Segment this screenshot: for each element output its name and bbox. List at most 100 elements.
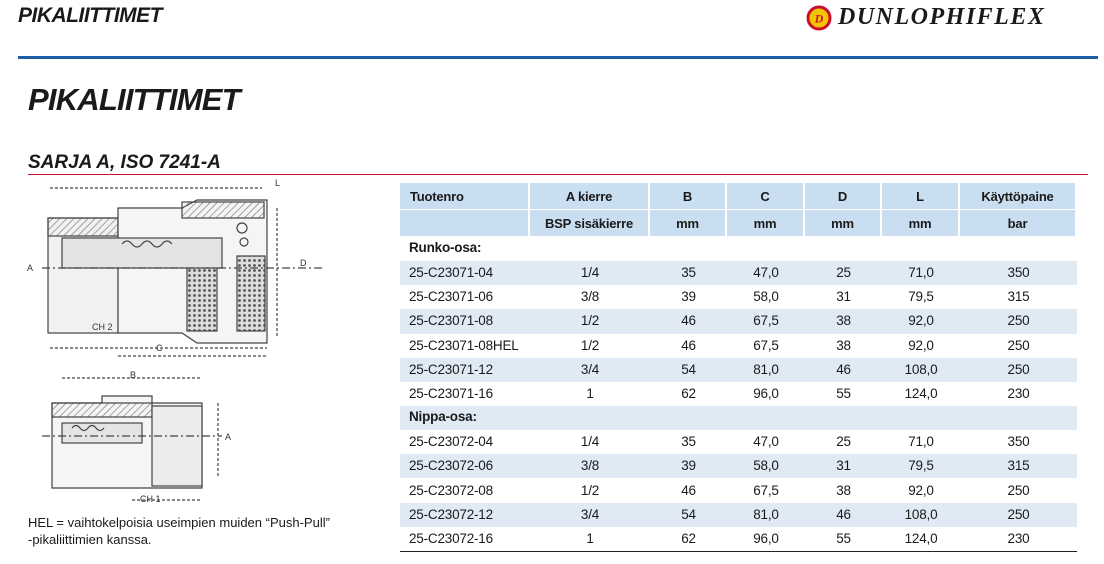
unit-header: mm (805, 210, 880, 236)
drawing-label: C (156, 343, 163, 353)
subtitle-rule (28, 174, 1088, 175)
column-header: D (805, 183, 880, 209)
table-cell: 31 (836, 458, 851, 474)
table-cell: 250 (1007, 361, 1030, 377)
product-code: 25-C23071-16 (409, 385, 493, 401)
drawing-label: CH 1 (140, 494, 161, 504)
table-cell: 35 (681, 434, 696, 450)
table-cell: 1/2 (580, 313, 600, 329)
table-cell: 38 (836, 313, 851, 329)
column-header: L (882, 183, 958, 209)
drawing-label: L (275, 178, 280, 188)
table-cell: 230 (1007, 385, 1030, 401)
column-header: A kierre (530, 183, 648, 209)
table-cell: 25 (836, 265, 851, 281)
table-cell: 92,0 (908, 337, 934, 353)
drawing-label: B (130, 370, 136, 380)
table-cell: 31 (836, 289, 851, 305)
header-rule (18, 56, 1098, 59)
technical-drawing: L A D CH 2 C B A CH 1 (27, 178, 322, 504)
table-cell: 39 (681, 458, 696, 474)
table-row: 25-C23072-08 1/2 46 67,5 38 92,0 250 (400, 479, 1077, 503)
product-code: 25-C23071-06 (409, 289, 493, 305)
main-title: PIKALIITTIMET (28, 82, 241, 117)
table-cell: 62 (681, 530, 696, 546)
table-row: 25-C23071-16 1 62 96,0 55 124,0 230 (400, 382, 1077, 406)
table-cell: 35 (681, 265, 696, 281)
table-row: 25-C23071-06 3/8 39 58,0 31 79,5 315 (400, 285, 1077, 309)
table-cell: 25 (836, 434, 851, 450)
note: HEL = vaihtokelpoisia useimpien muiden “… (28, 514, 330, 548)
table-cell: 81,0 (753, 506, 779, 522)
table-cell: 46 (836, 506, 851, 522)
table-cell: 38 (836, 337, 851, 353)
table-row: 25-C23071-12 3/4 54 81,0 46 108,0 250 (400, 357, 1077, 382)
table-cell: 62 (681, 385, 696, 401)
column-header: B (650, 183, 725, 209)
table-cell: 350 (1007, 265, 1030, 281)
table-cell: 54 (681, 361, 696, 377)
table-row: 25-C23072-06 3/8 39 58,0 31 79,5 315 (400, 454, 1077, 479)
logo-mark: D (814, 12, 824, 26)
table-cell: 250 (1007, 482, 1030, 498)
table-row: 25-C23071-04 1/4 35 47,0 25 71,0 350 (400, 261, 1077, 286)
table-bottom-rule (400, 550, 1077, 552)
table-cell: 1/4 (580, 265, 600, 281)
coupler-body (42, 187, 322, 357)
table-cell: 55 (836, 530, 851, 546)
table-cell: 3/4 (580, 506, 600, 522)
product-code: 25-C23071-12 (409, 361, 493, 377)
unit-header: mm (882, 210, 958, 236)
section-label: Runko-osa: (409, 240, 482, 255)
product-code: 25-C23071-08 (409, 313, 493, 329)
table-cell: 67,5 (753, 313, 779, 329)
table-cell: 3/8 (580, 458, 600, 474)
column-header: Käyttöpaine (960, 183, 1075, 209)
table-cell: 1 (586, 530, 594, 546)
unit-header: mm (650, 210, 725, 236)
table-row: 25-C23071-08HEL 1/2 46 67,5 38 92,0 250 (400, 334, 1077, 358)
table-cell: 46 (681, 313, 696, 329)
table-cell: 250 (1007, 313, 1030, 329)
product-code: 25-C23072-12 (409, 506, 493, 522)
table-cell: 1 (586, 385, 594, 401)
product-code: 25-C23072-16 (409, 530, 493, 546)
table-cell: 46 (681, 482, 696, 498)
drawing-label: D (300, 258, 307, 268)
table-cell: 3/8 (580, 289, 600, 305)
table-cell: 38 (836, 482, 851, 498)
table-cell: 79,5 (908, 458, 934, 474)
table-cell: 47,0 (753, 434, 779, 450)
drawing-label: CH 2 (92, 322, 113, 332)
table-cell: 108,0 (904, 506, 938, 522)
logo-text: DUNLOPHIFLEX (838, 4, 1046, 30)
table-cell: 315 (1007, 289, 1030, 305)
table-row: 25-C23072-16 1 62 96,0 55 124,0 230 (400, 527, 1077, 551)
drawing-label: A (27, 263, 33, 273)
drawing-label: A (225, 432, 231, 442)
table-cell: 124,0 (904, 530, 938, 546)
table-row: 25-C23072-12 3/4 54 81,0 46 108,0 250 (400, 502, 1077, 527)
note-line: HEL = vaihtokelpoisia useimpien muiden “… (28, 515, 330, 530)
unit-header: BSP sisäkierre (530, 210, 648, 236)
table-cell: 67,5 (753, 337, 779, 353)
table-row: 25-C23071-08 1/2 46 67,5 38 92,0 250 (400, 309, 1077, 334)
table-cell: 81,0 (753, 361, 779, 377)
table-cell: 96,0 (753, 530, 779, 546)
table-cell: 71,0 (908, 265, 934, 281)
table-cell: 71,0 (908, 434, 934, 450)
table-cell: 96,0 (753, 385, 779, 401)
product-code: 25-C23071-08HEL (409, 337, 519, 353)
table-cell: 250 (1007, 506, 1030, 522)
table-cell: 124,0 (904, 385, 938, 401)
unit-header: bar (960, 210, 1075, 236)
product-code: 25-C23072-04 (409, 434, 493, 450)
product-code: 25-C23072-08 (409, 482, 493, 498)
table-cell: 55 (836, 385, 851, 401)
table-cell: 79,5 (908, 289, 934, 305)
table-cell: 92,0 (908, 313, 934, 329)
product-code: 25-C23072-06 (409, 458, 493, 474)
table-cell: 46 (836, 361, 851, 377)
logo-circle (806, 5, 832, 31)
